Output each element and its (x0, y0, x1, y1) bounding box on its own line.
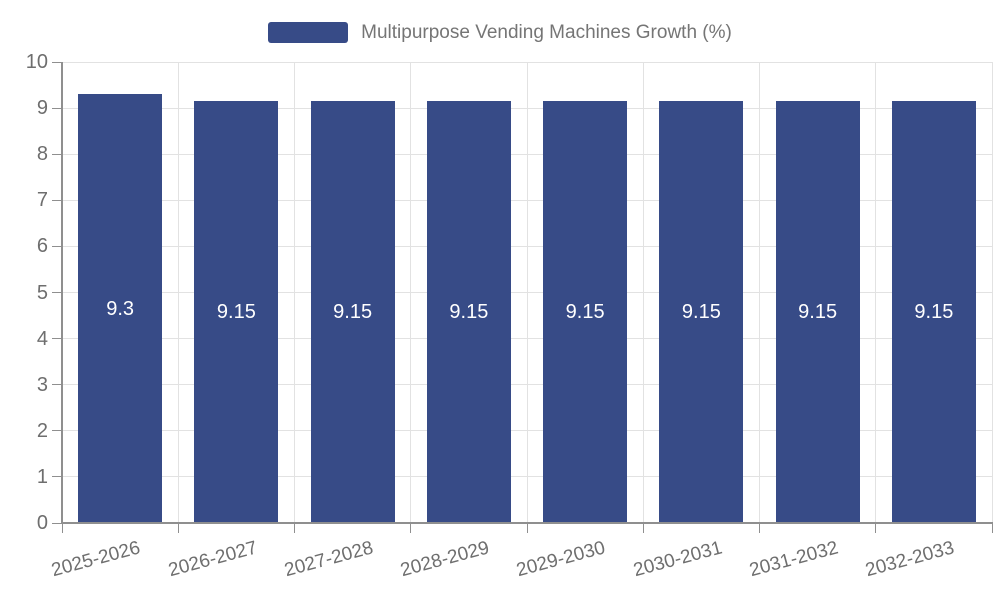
x-gridline (410, 62, 412, 523)
bar[interactable] (426, 101, 511, 522)
legend-item[interactable]: Multipurpose Vending Machines Growth (%) (0, 16, 1000, 48)
x-axis-tick (759, 524, 760, 533)
y-axis-tick (52, 384, 61, 386)
y-axis-tick (52, 338, 61, 340)
y-axis-tick-label: 0 (36, 512, 48, 534)
x-gridline (526, 62, 528, 523)
x-axis-tick (177, 524, 179, 533)
y-axis-tick (52, 292, 61, 293)
bar-value-label: 9.15 (333, 301, 373, 324)
y-axis-tick-label: 6 (36, 235, 48, 258)
legend-label: Multipurpose Vending Machines Growth (%) (361, 21, 732, 43)
x-gridline (177, 62, 179, 523)
y-axis-tick (52, 245, 61, 247)
bar[interactable] (78, 94, 163, 522)
y-axis-tick (52, 522, 61, 524)
bar[interactable] (659, 101, 744, 522)
x-axis-tick (410, 524, 412, 533)
bar[interactable] (775, 101, 860, 522)
x-axis-category-label: 2031-2032 (746, 537, 841, 582)
bar[interactable] (543, 101, 628, 522)
y-axis-tick (52, 153, 61, 155)
x-axis-tick (875, 524, 877, 533)
bar[interactable] (891, 101, 976, 522)
bar-value-label: 9.15 (681, 301, 721, 324)
y-axis-tick-label: 1 (36, 465, 48, 488)
bar-value-label: 9.15 (449, 301, 489, 324)
plot-area: 0 1 2 3 4 5 6 7 8 9 10 9.3 9.15 9.15 9.15 9.15 9.15 9.15 9… (26, 52, 993, 581)
x-axis-category-label: 2027-2028 (281, 537, 376, 582)
y-axis-tick-label: 10 (25, 51, 48, 73)
x-gridline (875, 62, 877, 523)
legend-swatch-icon (268, 21, 349, 43)
x-axis-tick (991, 524, 993, 533)
y-axis-tick-label: 2 (36, 419, 48, 442)
bar-value-label: 9.15 (798, 301, 838, 324)
y-axis-tick (52, 430, 61, 432)
y-axis-tick (52, 61, 61, 63)
bar-value-label: 9.15 (914, 301, 954, 324)
x-axis-category-label: 2025-2026 (49, 537, 143, 582)
x-axis-category-label: 2028-2029 (398, 537, 492, 582)
y-axis-tick-label: 4 (36, 327, 48, 350)
x-gridline (991, 62, 993, 523)
y-axis-tick (52, 107, 61, 109)
x-axis-category-label: 2026-2027 (165, 537, 259, 582)
x-axis-category-label: 2030-2031 (630, 537, 724, 582)
x-axis-tick (526, 524, 528, 533)
x-axis-line (61, 522, 993, 524)
x-gridline (294, 62, 295, 523)
y-axis-tick (52, 476, 61, 478)
bar-value-label: 9.3 (106, 297, 135, 320)
x-axis-tick (61, 524, 63, 533)
y-axis-line (61, 62, 63, 524)
x-axis-tick (294, 524, 295, 533)
x-axis-category-label: 2029-2030 (514, 537, 608, 582)
bar-value-label: 9.15 (565, 301, 605, 324)
y-axis-tick (52, 199, 61, 201)
bar-value-label: 9.15 (216, 301, 256, 324)
y-axis-tick-label: 3 (36, 373, 48, 396)
x-axis-category-label: 2032-2033 (863, 537, 957, 582)
bar[interactable] (310, 101, 395, 522)
y-axis-tick-label: 7 (36, 189, 48, 212)
x-axis-tick (642, 524, 644, 533)
y-axis-tick-label: 9 (36, 97, 48, 120)
x-gridline (759, 62, 760, 523)
y-axis-tick-label: 8 (36, 143, 48, 166)
x-gridline (642, 62, 644, 523)
y-axis-tick-label: 5 (36, 281, 48, 304)
bar[interactable] (194, 101, 279, 522)
